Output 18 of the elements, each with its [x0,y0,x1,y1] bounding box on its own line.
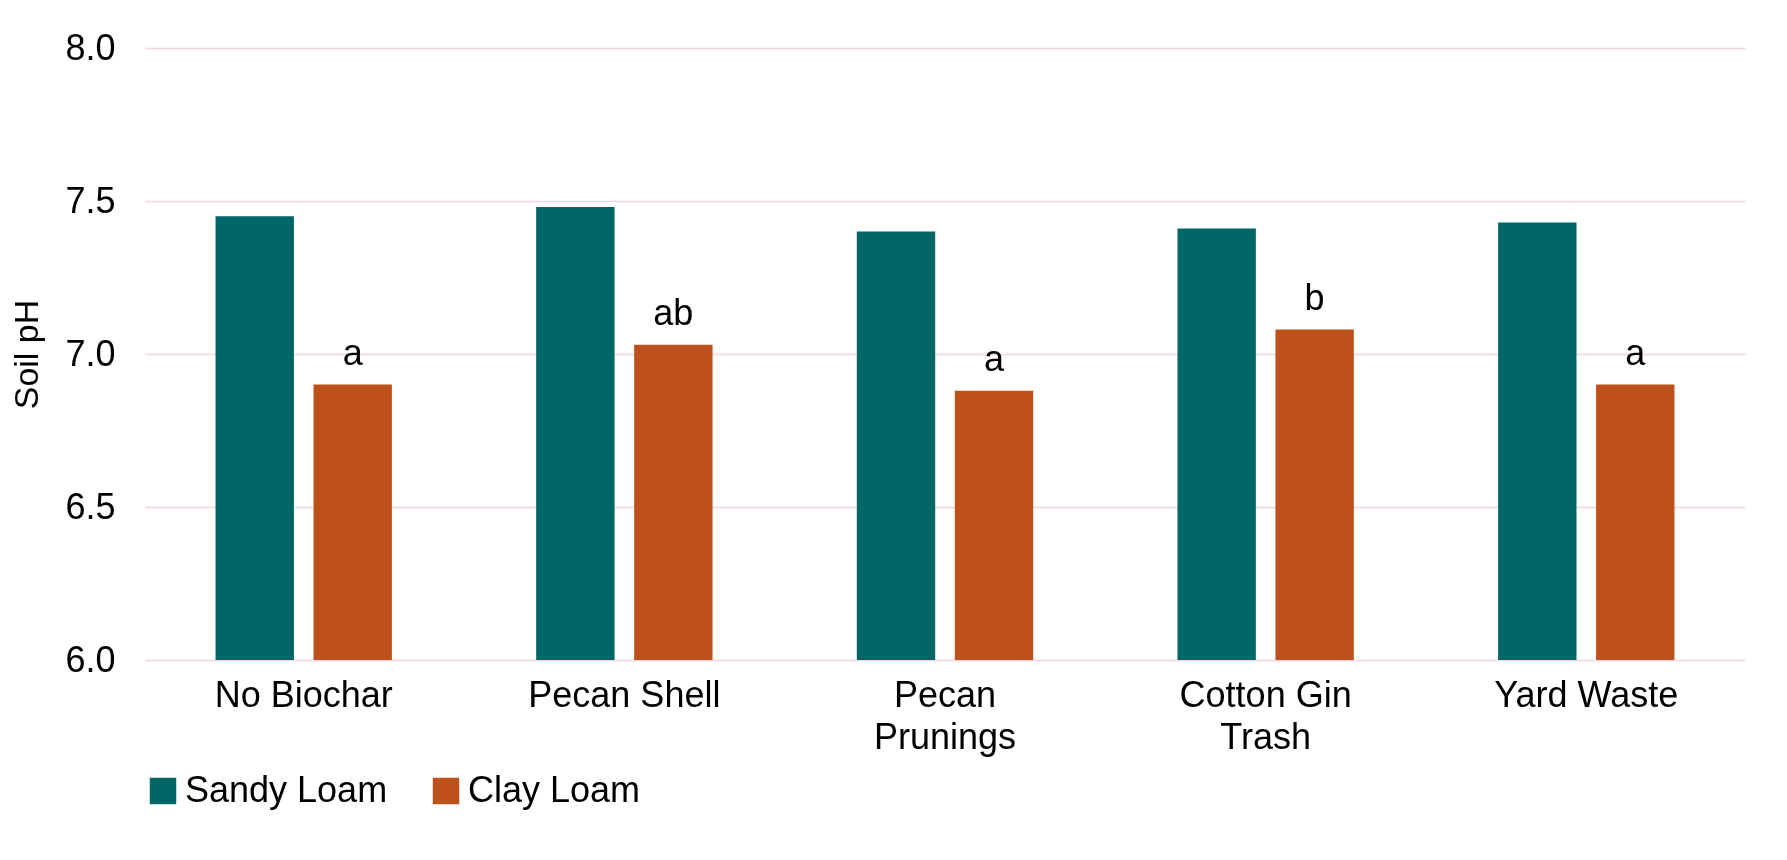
y-tick-label: 8.0 [65,26,116,68]
y-axis-title: Soil pH [7,299,46,410]
x-tick-label: Cotton Gin Trash [1179,673,1352,757]
annotation: ab [653,291,694,333]
annotation: a [342,331,364,373]
annotation: a [983,337,1005,379]
y-tick-label: 7.0 [65,332,116,374]
legend-label: Sandy Loam [185,769,388,810]
y-tick-label: 6.5 [65,485,116,527]
legend-label: Clay Loam [468,769,641,810]
y-tick-label: 7.5 [65,179,116,221]
x-tick-label: Pecan Prunings [873,673,1017,757]
annotation: a [1625,331,1647,373]
y-tick-label: 6.0 [65,638,116,680]
annotation: b [1304,276,1325,318]
x-tick-label: Yard Waste [1494,673,1679,715]
x-tick-label: No Biochar [214,673,393,715]
x-tick-label: Pecan Shell [528,673,721,715]
